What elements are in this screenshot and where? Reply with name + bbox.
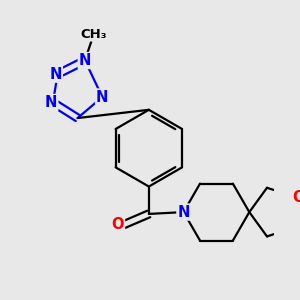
Text: N: N <box>79 53 91 68</box>
Text: N: N <box>45 95 57 110</box>
Text: O: O <box>292 190 300 205</box>
Text: O: O <box>112 218 124 232</box>
Text: N: N <box>177 205 190 220</box>
Text: N: N <box>96 89 109 104</box>
Text: CH₃: CH₃ <box>81 28 107 40</box>
Text: N: N <box>50 67 62 82</box>
